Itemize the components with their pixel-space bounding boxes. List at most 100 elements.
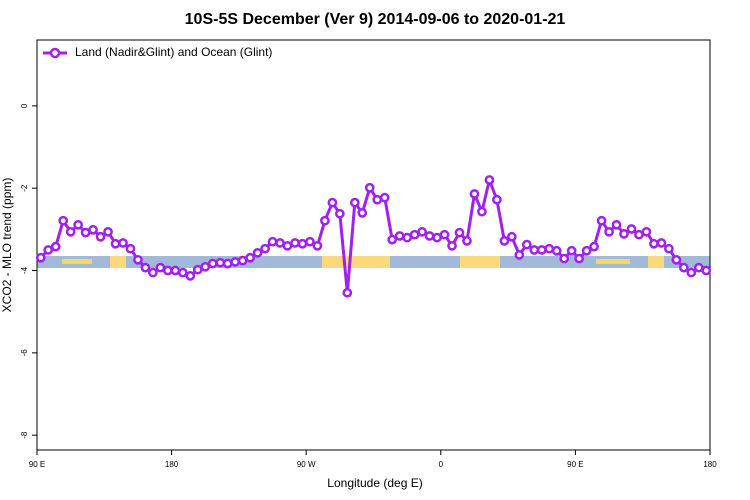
data-point	[58, 215, 69, 226]
data-point	[544, 243, 555, 254]
y-tick-label: -2	[20, 184, 29, 192]
data-point	[282, 240, 293, 251]
y-tick-label: 0	[20, 103, 29, 108]
data-point	[693, 262, 704, 273]
y-axis-label: XCO2 - MLO trend (ppm)	[0, 178, 14, 313]
y-tick-label: -4	[20, 266, 29, 274]
data-point	[521, 239, 532, 250]
data-point	[163, 265, 173, 276]
x-tick-label: 0	[439, 460, 444, 469]
data-point	[103, 226, 113, 237]
data-point	[252, 247, 263, 258]
data-point	[222, 258, 233, 269]
data-point	[626, 224, 637, 234]
data-point	[148, 267, 158, 278]
data-point	[641, 226, 652, 237]
data-point	[439, 229, 450, 240]
data-point	[447, 240, 457, 251]
data-point	[73, 219, 83, 230]
data-point	[342, 287, 353, 298]
data-point	[133, 254, 143, 265]
data-point	[155, 262, 166, 273]
data-point	[80, 227, 91, 238]
data-point	[477, 206, 487, 217]
data-point	[290, 238, 300, 248]
data-point	[320, 215, 330, 226]
data-point	[596, 215, 607, 226]
data-point	[649, 238, 659, 249]
data-point	[207, 258, 218, 269]
data-point	[394, 231, 405, 241]
data-point	[267, 236, 278, 247]
chart-title: 10S-5S December (Ver 9) 2014-09-06 to 20…	[185, 11, 566, 28]
x-tick-label: 90 E	[567, 460, 583, 469]
data-point	[43, 245, 54, 255]
x-axis-label: Longitude (deg E)	[327, 476, 422, 490]
data-point	[499, 236, 510, 246]
data-point	[462, 236, 472, 246]
data-point	[230, 257, 241, 267]
data-point	[192, 264, 203, 275]
data-point	[619, 229, 629, 239]
data-point	[200, 261, 211, 272]
data-point	[260, 243, 270, 254]
data-point	[245, 252, 255, 263]
data-point	[50, 241, 61, 252]
data-point	[402, 232, 412, 243]
data-point	[454, 227, 465, 238]
data-point	[177, 267, 188, 278]
y-tick-label: -6	[20, 349, 29, 357]
data-point	[305, 236, 315, 247]
data-point	[118, 238, 128, 248]
data-point	[357, 208, 368, 218]
data-point	[559, 253, 570, 264]
data-point	[327, 197, 338, 208]
data-point	[95, 231, 106, 242]
data-point	[409, 229, 420, 240]
data-point	[170, 265, 181, 276]
data-point	[215, 257, 226, 268]
data-point	[312, 240, 323, 251]
data-point	[581, 245, 592, 256]
data-point	[140, 262, 151, 273]
data-point	[589, 241, 599, 252]
data-point	[492, 194, 502, 205]
data-point	[297, 238, 308, 249]
data-point	[88, 224, 98, 235]
data-point	[379, 192, 390, 203]
data-point	[574, 253, 584, 264]
x-tick-label: 90 W	[297, 460, 316, 469]
data-point	[664, 243, 674, 254]
data-point	[65, 226, 76, 237]
data-point	[237, 255, 248, 266]
data-point	[364, 182, 375, 193]
x-tick-label: 180	[703, 460, 717, 469]
data-point	[566, 245, 577, 256]
data-point	[125, 243, 136, 254]
data-point	[551, 245, 562, 256]
data-point	[469, 189, 480, 199]
data-point	[656, 238, 667, 248]
data-point	[686, 267, 697, 278]
data-point	[185, 271, 196, 281]
data-point	[634, 229, 644, 240]
data-point	[275, 238, 285, 248]
data-point	[671, 254, 682, 265]
data-point	[349, 197, 360, 208]
data-point	[424, 231, 435, 241]
plot-frame	[36, 39, 711, 451]
data-point	[611, 219, 622, 230]
data-point	[701, 265, 712, 276]
data-point	[678, 262, 689, 273]
legend-label: Land (Nadir&Glint) and Ocean (Glint)	[75, 45, 272, 59]
data-point	[506, 231, 517, 242]
x-tick-label: 90 E	[29, 460, 45, 469]
data-point	[536, 245, 547, 255]
data-point	[387, 234, 398, 245]
data-point	[372, 194, 383, 205]
legend-marker	[49, 47, 61, 59]
data-point	[484, 175, 495, 185]
y-tick-label: -8	[20, 431, 29, 439]
data-point	[514, 250, 525, 260]
data-point	[110, 238, 121, 249]
